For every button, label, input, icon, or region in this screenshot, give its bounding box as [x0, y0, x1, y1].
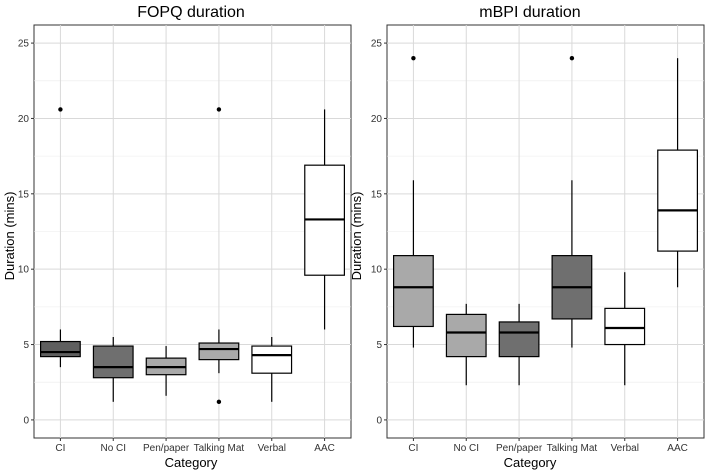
fopq-chart-title: FOPQ duration [137, 4, 245, 21]
mbpi-box-verbal [604, 272, 646, 386]
box-iqr [92, 345, 134, 379]
box-iqr [445, 313, 487, 358]
outlier-point [569, 55, 575, 61]
fopq-x-tick-label: Talking Mat [194, 443, 245, 454]
box-iqr [198, 342, 240, 361]
mbpi-box-ci [393, 55, 434, 348]
mbpi-x-tick-label: AAC [667, 443, 688, 454]
mbpi-grid [387, 25, 704, 438]
fopq-grid [34, 25, 351, 438]
mbpi-x-tick-label: No CI [453, 443, 479, 454]
mbpi-x-tick-label: Talking Mat [547, 443, 598, 454]
fopq-x-tick-label: Pen/paper [143, 443, 190, 454]
fopq-box-pen-paper [145, 346, 187, 396]
fopq-y-tick-label: 25 [18, 39, 30, 50]
mbpi-duration-panel: mBPI duration Category Duration (mins) 0… [349, 4, 705, 470]
mbpi-x-tick-label: CI [408, 443, 418, 454]
fopq-box-ci [40, 107, 81, 368]
fopq-box-no-ci [92, 337, 134, 402]
fopq-boxes [40, 107, 345, 405]
outlier-point [216, 399, 222, 405]
fopq-y-tick-label: 15 [18, 189, 30, 200]
mbpi-x-axis-title: Category [504, 455, 557, 470]
fopq-y-axis-title: Duration (mins) [2, 192, 17, 281]
fopq-box-talking-mat [198, 107, 240, 405]
fopq-x-ticks: CI No CI Pen/paper Talking Mat Verbal AAC [55, 438, 335, 454]
mbpi-box-no-ci [445, 303, 487, 386]
fopq-y-ticks: 0 5 10 15 20 25 [18, 39, 34, 426]
box-iqr [40, 340, 81, 358]
fopq-x-tick-label: AAC [314, 443, 335, 454]
mbpi-y-tick-label: 15 [371, 189, 383, 200]
mbpi-y-tick-label: 25 [371, 39, 383, 50]
mbpi-y-tick-label: 10 [371, 265, 383, 276]
fopq-box-aac [304, 109, 345, 330]
box-iqr [393, 255, 434, 328]
box-iqr [657, 149, 698, 252]
fopq-x-axis-title: Category [165, 455, 218, 470]
mbpi-chart-title: mBPI duration [479, 4, 580, 21]
outlier-point [216, 107, 222, 112]
fopq-y-tick-label: 20 [18, 114, 30, 125]
fopq-y-tick-label: 10 [18, 265, 30, 276]
fopq-x-tick-label: No CI [100, 443, 126, 454]
box-iqr [251, 345, 293, 374]
mbpi-y-axis-title: Duration (mins) [349, 192, 364, 281]
mbpi-y-ticks: 0 5 10 15 20 25 [371, 39, 387, 426]
mbpi-box-talking-mat [551, 55, 593, 348]
mbpi-y-tick-label: 20 [371, 114, 383, 125]
fopq-x-tick-label: CI [55, 443, 65, 454]
mbpi-y-tick-label: 0 [376, 415, 382, 426]
mbpi-boxes [393, 55, 698, 386]
mbpi-box-aac [657, 58, 698, 288]
fopq-box-verbal [251, 337, 293, 402]
mbpi-x-tick-label: Pen/paper [496, 443, 543, 454]
mbpi-box-pen-paper [498, 303, 540, 386]
box-iqr [604, 307, 646, 346]
outlier-point [411, 55, 416, 61]
fopq-duration-panel: FOPQ duration Category Duration (mins) 0… [2, 4, 352, 470]
fopq-y-tick-label: 0 [23, 415, 29, 426]
outlier-point [58, 107, 63, 112]
mbpi-y-tick-label: 5 [376, 340, 382, 351]
fopq-y-tick-label: 5 [23, 340, 29, 351]
fopq-x-tick-label: Verbal [258, 443, 286, 454]
mbpi-x-ticks: CI No CI Pen/paper Talking Mat Verbal AAC [408, 438, 688, 454]
box-iqr [498, 321, 540, 358]
mbpi-x-tick-label: Verbal [611, 443, 639, 454]
